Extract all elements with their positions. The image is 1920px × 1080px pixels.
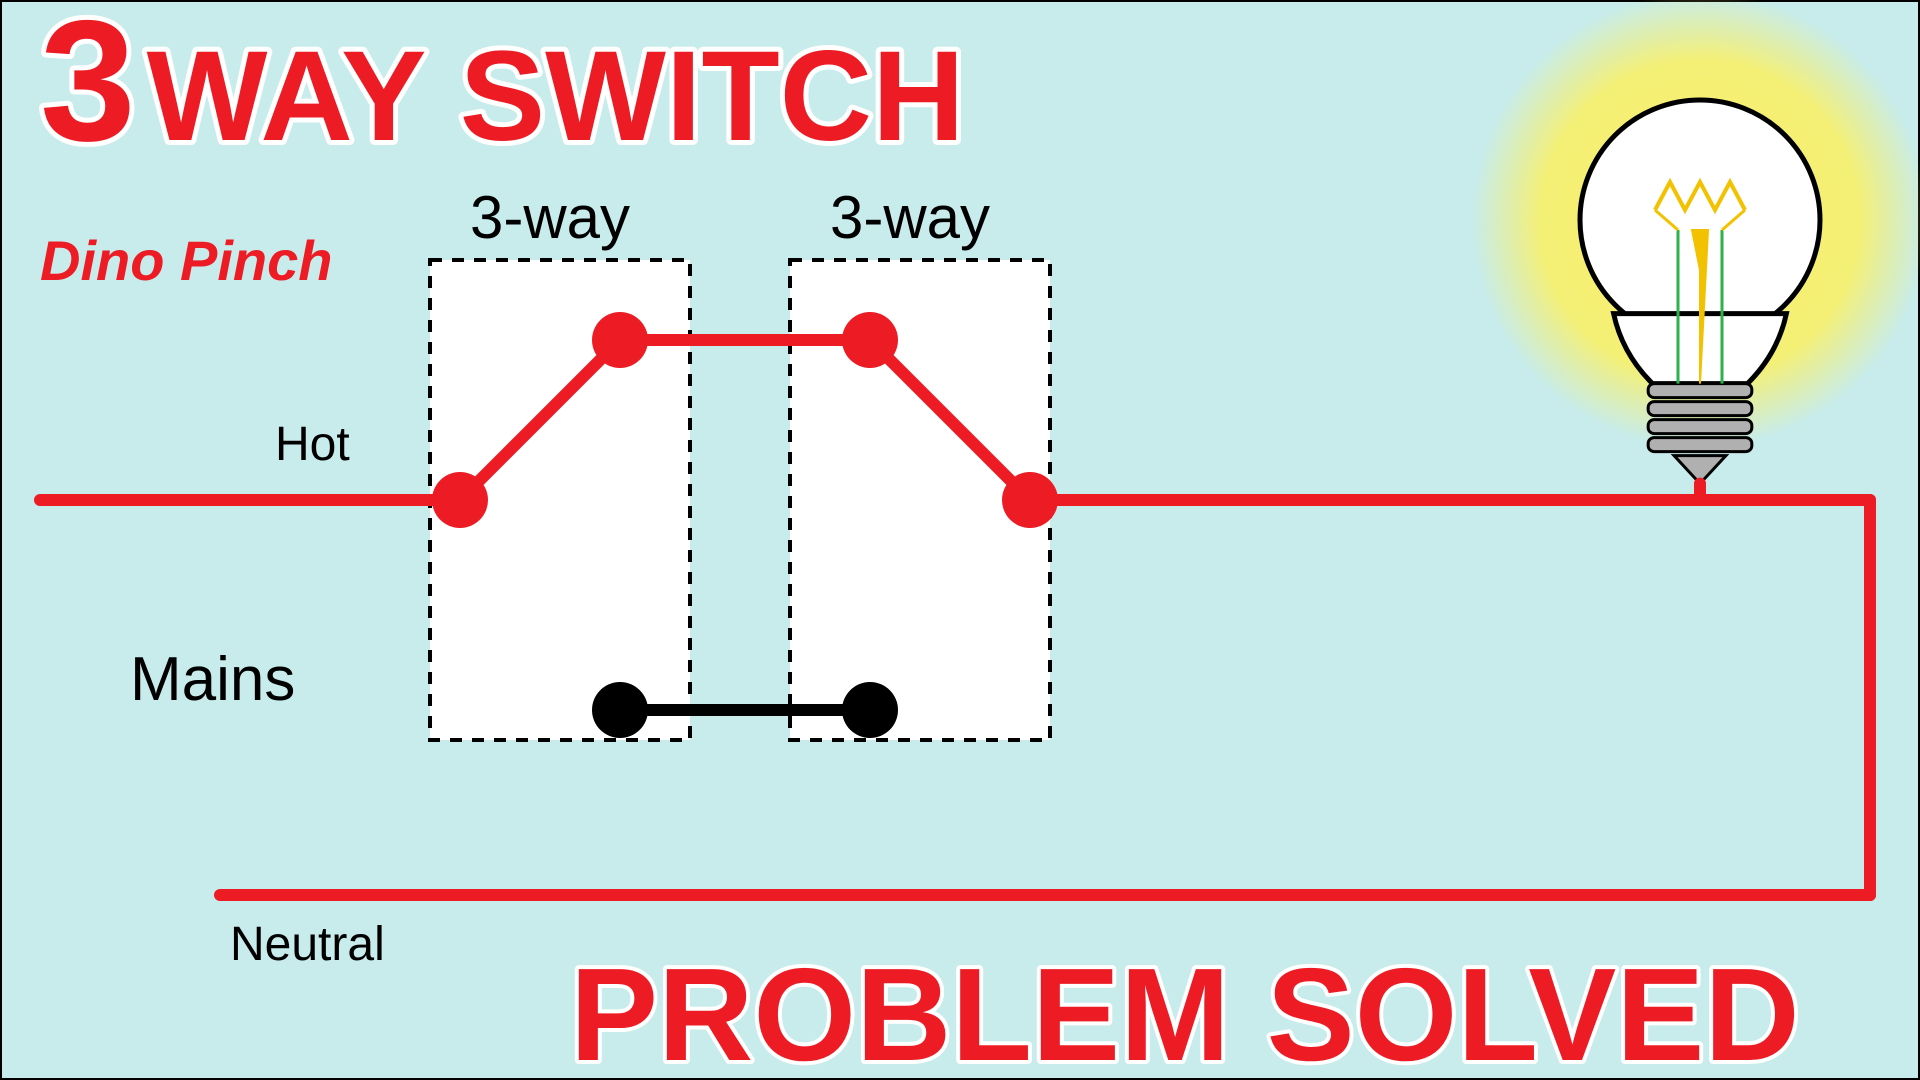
diagram-stage: 3 WAY SWITCH Dino Pinch 3-way 3-way Hot Mains…: [0, 0, 1920, 1080]
credit-label: Dino Pinch: [40, 229, 332, 292]
title-number: 3: [40, 0, 136, 177]
title-rest: WAY SWITCH: [147, 25, 965, 168]
label-mains: Mains: [130, 645, 295, 714]
label-neutral: Neutral: [230, 918, 385, 971]
diagram-svg: 3 WAY SWITCH Dino Pinch 3-way 3-way Hot Mains…: [0, 0, 1920, 1080]
terminal-sw2-common: [1002, 472, 1058, 528]
bulb-base-thread: [1648, 402, 1752, 416]
terminal-sw1-common: [432, 472, 488, 528]
bulb-base-thread: [1648, 420, 1752, 434]
terminal-sw2-top: [842, 312, 898, 368]
label-switch-1: 3-way: [470, 184, 630, 251]
bulb-base-thread: [1648, 438, 1752, 452]
label-hot: Hot: [275, 418, 350, 471]
bulb-base-thread: [1648, 384, 1752, 398]
terminal-sw2-bottom: [842, 682, 898, 738]
terminal-sw1-bottom: [592, 682, 648, 738]
terminal-sw1-top: [592, 312, 648, 368]
label-switch-2: 3-way: [830, 184, 990, 251]
title: 3 WAY SWITCH: [40, 0, 965, 177]
footer-text: PROBLEM SOLVED: [570, 941, 1800, 1080]
